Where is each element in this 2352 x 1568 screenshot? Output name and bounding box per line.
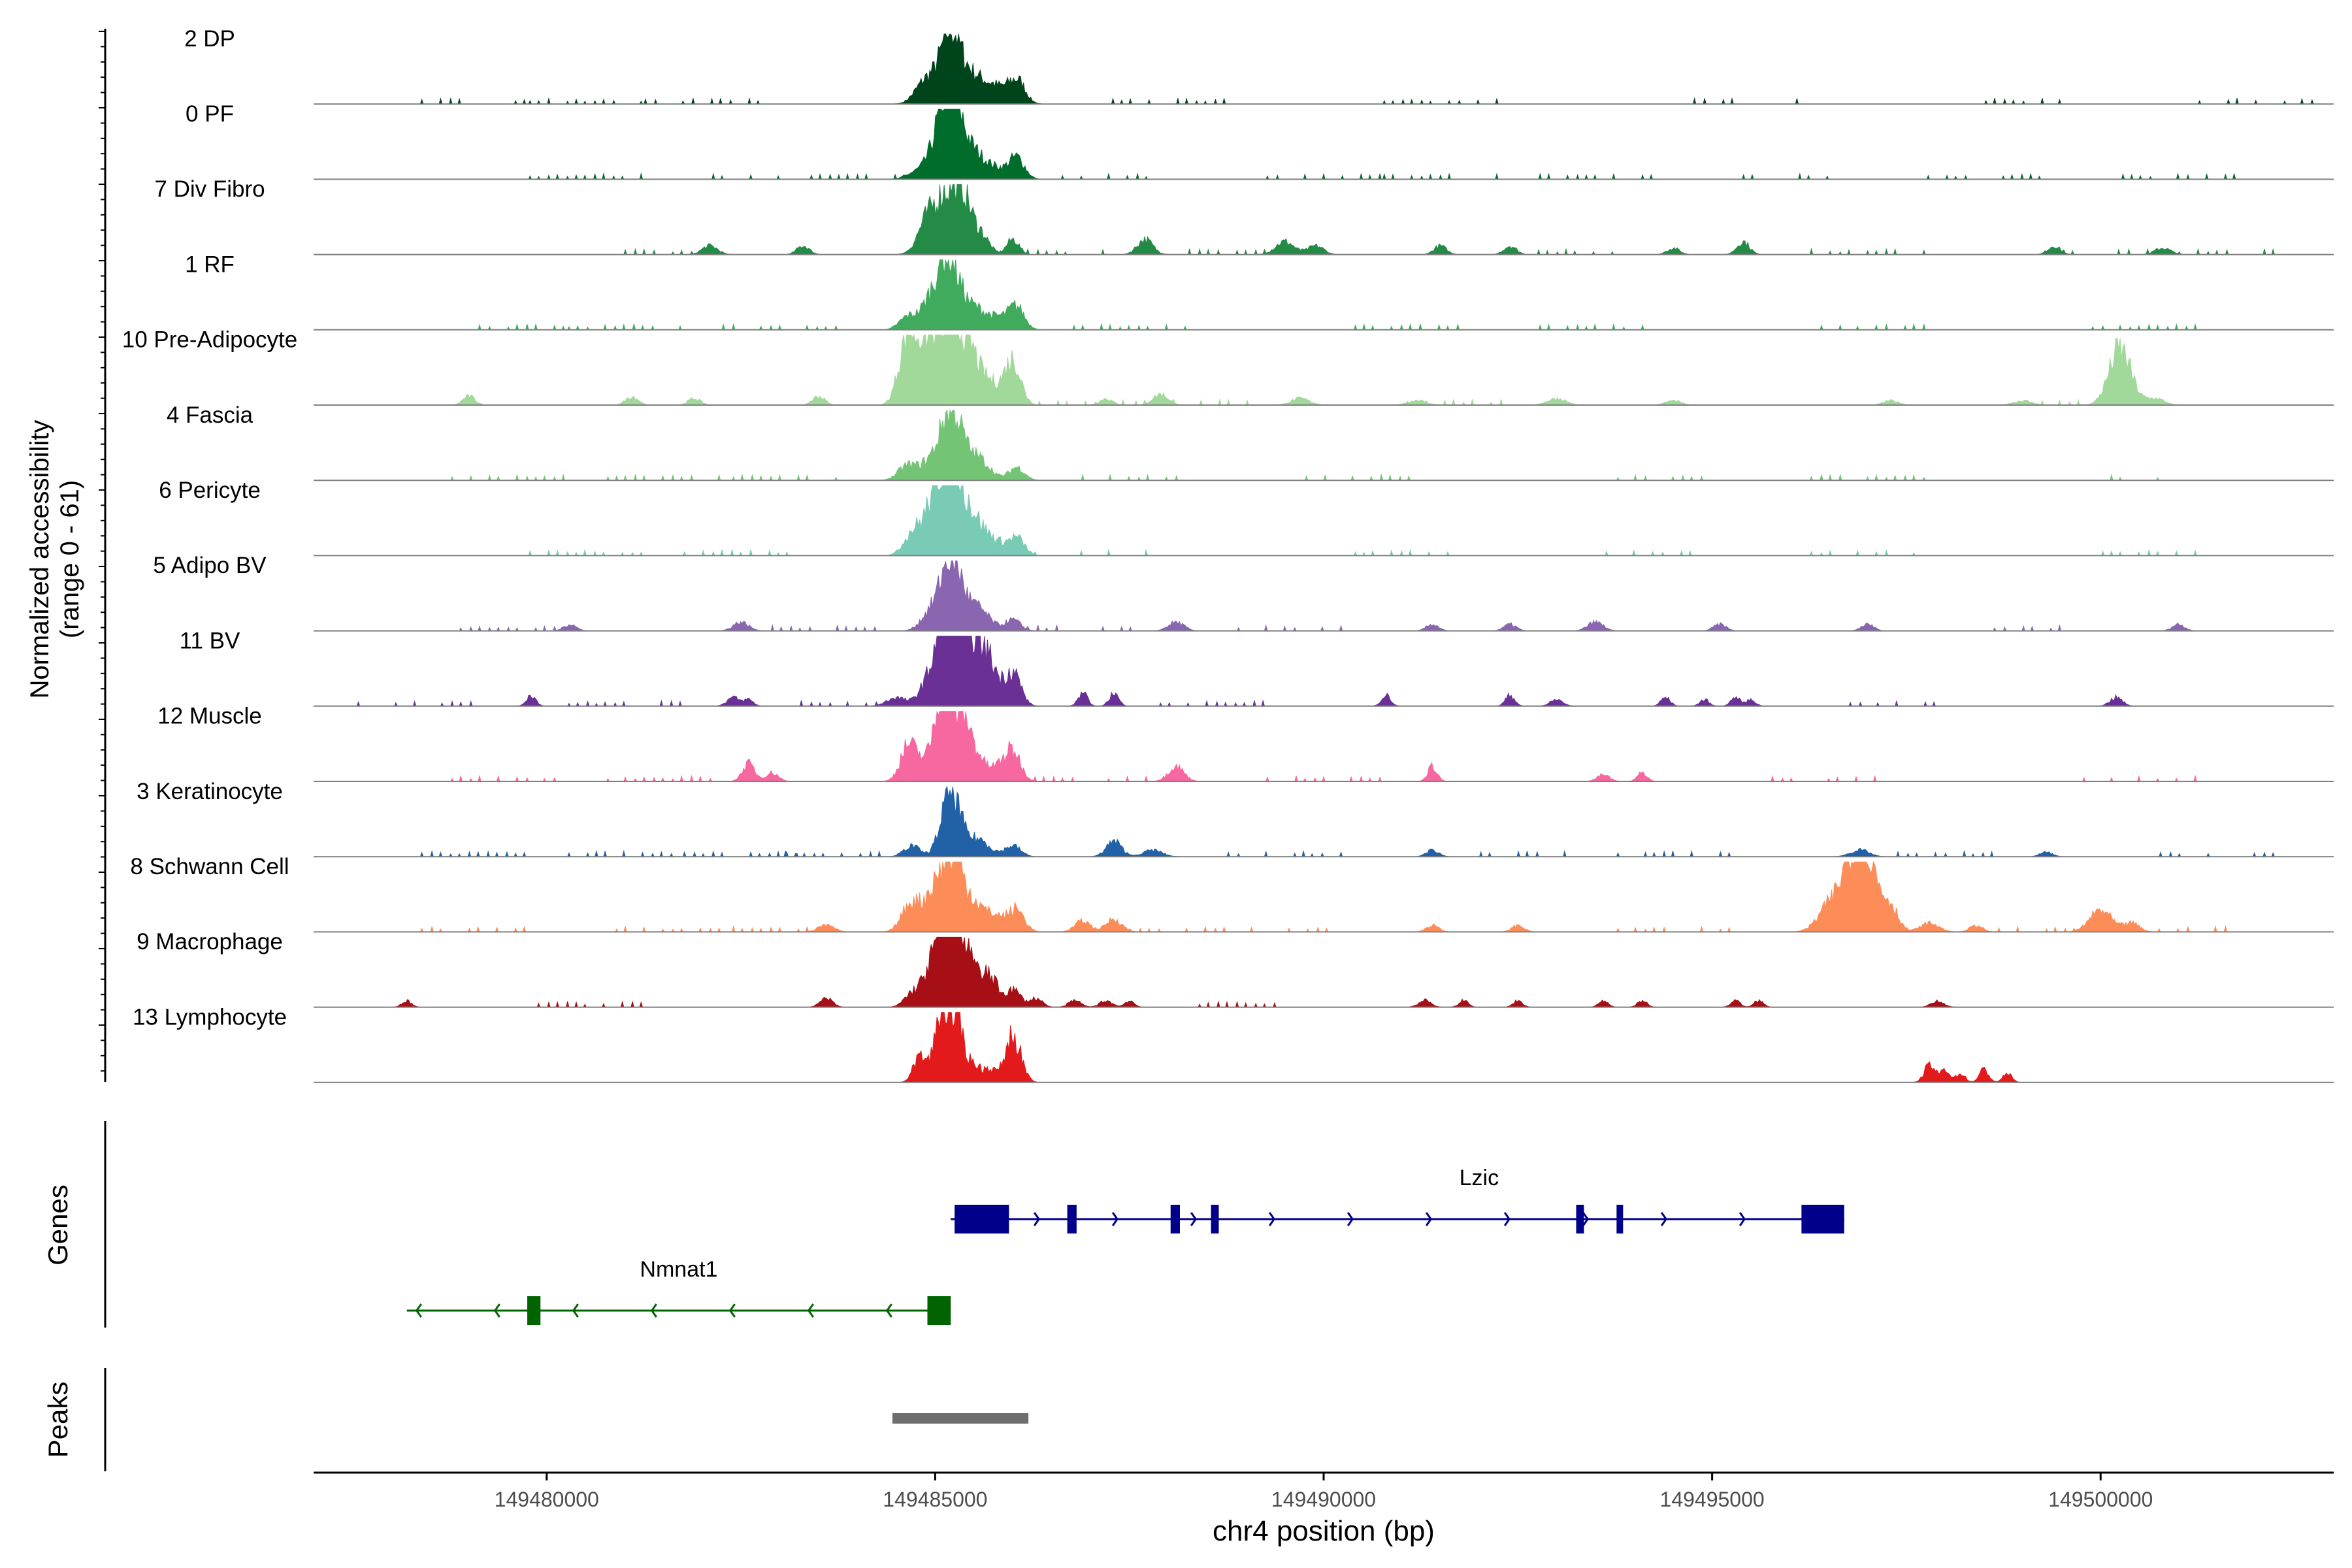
track-label: 9 Macrophage <box>137 929 283 955</box>
track-label: 1 RF <box>185 252 235 277</box>
track-14: 13 Lymphocyte <box>133 1004 2334 1083</box>
track-label: 2 DP <box>184 26 235 52</box>
exon <box>1576 1205 1584 1233</box>
track-9: 11 BV <box>180 628 2334 707</box>
strand-arrow <box>1347 1212 1354 1226</box>
peak-region <box>892 1413 1029 1424</box>
track-12: 8 Schwann Cell <box>130 854 2334 933</box>
track-3: 7 Div Fibro <box>154 176 2334 255</box>
track-1: 2 DP <box>184 26 2334 105</box>
track-label: 13 Lymphocyte <box>133 1004 287 1030</box>
strand-arrow <box>1503 1212 1511 1226</box>
track-11: 3 Keratinocyte <box>137 779 2334 858</box>
exon <box>1616 1205 1624 1233</box>
y-axis-title-line1: Normalized accessibility <box>25 420 54 699</box>
exon <box>1801 1205 1844 1233</box>
strand-arrow <box>1582 1212 1590 1226</box>
strand-arrow <box>1425 1212 1433 1226</box>
track-label: 11 BV <box>180 628 240 653</box>
coverage-axis-ticks <box>99 31 105 1072</box>
exon <box>955 1205 1009 1233</box>
track-5: 10 Pre-Adipocyte <box>122 327 2334 406</box>
genes-track: Lzic Nmnat1 <box>406 1166 1844 1325</box>
gene-Nmnat1: Nmnat1 <box>406 1257 951 1325</box>
track-7: 6 Pericyte <box>159 478 2334 557</box>
exon <box>927 1296 951 1325</box>
coverage-tracks: 2 DP 0 PF 7 Div Fibro 1 RF 10 Pre-Adipocyte 4… <box>122 26 2334 1083</box>
x-tick-label: 149485000 <box>883 1488 987 1511</box>
gene-label: Nmnat1 <box>640 1257 717 1282</box>
strand-arrow <box>1268 1212 1276 1226</box>
track-13: 9 Macrophage <box>137 929 2334 1008</box>
x-tick-label: 149500000 <box>2048 1488 2153 1511</box>
track-label: 7 Div Fibro <box>154 176 265 202</box>
peaks-axis-title: Peaks <box>42 1382 73 1458</box>
strand-arrow <box>650 1303 657 1318</box>
track-2: 0 PF <box>186 101 2334 180</box>
strand-arrow <box>728 1303 736 1318</box>
track-label: 3 Keratinocyte <box>137 779 283 804</box>
track-label: 8 Schwann Cell <box>130 854 289 879</box>
strand-arrow <box>1190 1212 1198 1226</box>
track-8: 5 Adipo BV <box>153 553 2334 632</box>
strand-arrow <box>572 1303 579 1318</box>
genes-axis-title: Genes <box>42 1184 73 1266</box>
strand-arrow <box>1111 1212 1119 1226</box>
x-axis-title: chr4 position (bp) <box>1213 1515 1435 1547</box>
track-label: 12 Muscle <box>157 704 262 729</box>
x-tick-label: 149490000 <box>1271 1488 1376 1511</box>
strand-arrow <box>807 1303 814 1318</box>
strand-arrow <box>885 1303 892 1318</box>
x-axis: 149480000 149485000 149490000 149495000 1495… <box>495 1473 2153 1511</box>
track-label: 10 Pre-Adipocyte <box>122 327 297 353</box>
y-axis-title-line2: (range 0 - 61) <box>56 480 84 638</box>
gene-Lzic: Lzic <box>951 1166 1844 1233</box>
strand-arrow <box>493 1303 500 1318</box>
x-tick-label: 149480000 <box>495 1488 599 1511</box>
track-label: 5 Adipo BV <box>153 553 267 578</box>
track-label: 0 PF <box>186 101 234 127</box>
x-tick-label: 149495000 <box>1660 1488 1765 1511</box>
exon <box>1067 1205 1077 1233</box>
track-label: 4 Fascia <box>167 402 253 428</box>
exon <box>1211 1205 1219 1233</box>
track-10: 12 Muscle <box>157 704 2334 782</box>
exon <box>1170 1205 1180 1233</box>
track-4: 1 RF <box>185 252 2334 331</box>
strand-arrow <box>1660 1212 1668 1226</box>
track-label: 6 Pericyte <box>159 478 261 503</box>
track-6: 4 Fascia <box>167 402 2334 482</box>
gene-label: Lzic <box>1460 1166 1499 1190</box>
exon <box>527 1296 541 1325</box>
strand-arrow <box>1739 1212 1746 1226</box>
strand-arrow <box>415 1303 422 1318</box>
peaks-track <box>892 1413 1029 1424</box>
strand-arrow <box>1033 1212 1041 1226</box>
